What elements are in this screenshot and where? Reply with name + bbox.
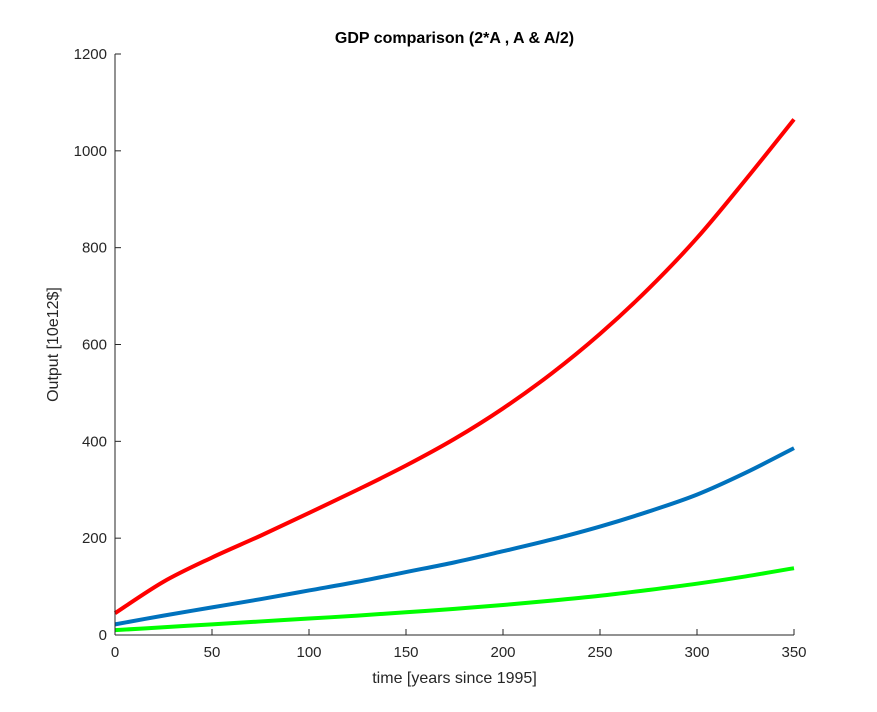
- y-tick-label: 800: [82, 240, 107, 257]
- x-tick-label: 50: [204, 644, 221, 661]
- series-line-2: [114, 446, 795, 627]
- x-tick-label: 300: [684, 644, 709, 661]
- x-tick-label: 0: [111, 644, 119, 661]
- y-tick-label: 0: [99, 627, 107, 644]
- y-tick-label: 1200: [74, 46, 107, 63]
- series-line-3: [114, 566, 795, 633]
- x-tick-label: 250: [587, 644, 612, 661]
- chart-title: GDP comparison (2*A , A & A/2): [335, 30, 574, 47]
- y-tick-label: 200: [82, 530, 107, 547]
- series-line-1: [113, 118, 796, 615]
- x-tick-label: 200: [490, 644, 515, 661]
- plot-area: [115, 54, 794, 635]
- y-tick-label: 1000: [74, 143, 107, 160]
- x-tick-label: 100: [296, 644, 321, 661]
- series-layer: [113, 118, 796, 633]
- ticks-layer: 0 50 100 150 200 250 300 350 0 200 400 600 800 1000 12…: [74, 46, 807, 661]
- y-tick-label: 600: [82, 337, 107, 354]
- x-tick-label: 150: [393, 644, 418, 661]
- y-tick-label: 400: [82, 433, 107, 450]
- x-tick-label: 350: [781, 644, 806, 661]
- x-axis-label: time [years since 1995]: [372, 670, 537, 687]
- y-axis-label: Output [10e12$]: [45, 287, 62, 402]
